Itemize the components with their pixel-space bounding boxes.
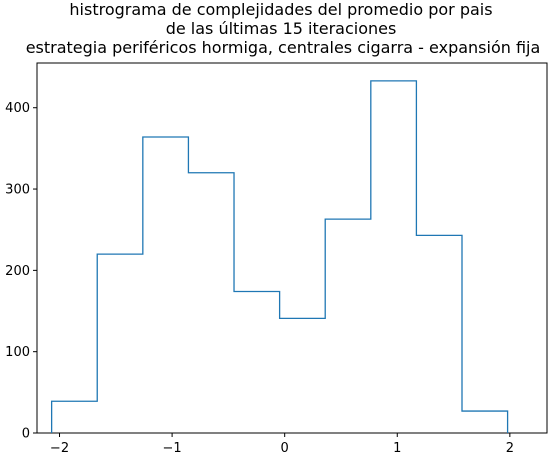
x-axis: −2 −1 0 1 2 bbox=[50, 433, 514, 456]
y-tick-label: 100 bbox=[5, 345, 30, 360]
x-tick-label: 2 bbox=[506, 441, 514, 456]
x-tick-label: 0 bbox=[281, 441, 289, 456]
chart-title-line-1: histrograma de complejidades del promedi… bbox=[69, 0, 492, 19]
y-tick-label: 300 bbox=[5, 183, 30, 198]
y-tick-label: 400 bbox=[5, 101, 30, 116]
plot-area-frame bbox=[36, 62, 548, 434]
x-tick-label: 1 bbox=[393, 441, 401, 456]
y-tick-label: 200 bbox=[5, 264, 30, 279]
chart-title-line-2: de las últimas 15 iteraciones bbox=[166, 19, 397, 38]
x-tick-label: −2 bbox=[50, 441, 69, 456]
y-axis: 0 100 200 300 400 bbox=[5, 101, 37, 442]
histogram-step-line bbox=[50, 80, 509, 433]
x-tick-label: −1 bbox=[163, 441, 182, 456]
y-tick-label: 0 bbox=[22, 427, 30, 442]
chart-title-line-3: estrategia periféricos hormiga, centrale… bbox=[26, 38, 541, 57]
